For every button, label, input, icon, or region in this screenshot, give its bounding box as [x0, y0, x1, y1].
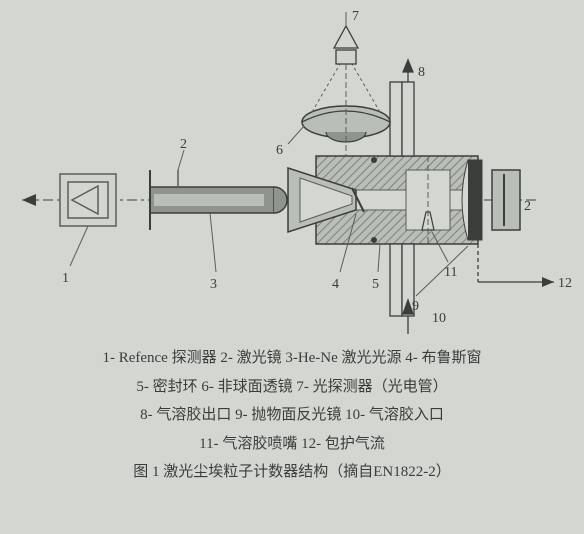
label-8: 8	[418, 65, 425, 80]
label-3: 3	[210, 277, 217, 292]
label-7: 7	[352, 9, 359, 24]
figure-caption: 图 1 激光尘埃粒子计数器结构（摘自EN1822-2）	[10, 458, 574, 487]
label-12: 12	[558, 276, 572, 291]
label-5: 5	[372, 277, 379, 292]
label-9: 9	[412, 299, 419, 314]
label-2b: 2	[524, 199, 531, 214]
seal-ring-bot	[371, 237, 377, 243]
label-10: 10	[432, 311, 446, 326]
label-2: 2	[180, 137, 187, 152]
legend-line-3: 8- 气溶胶出口 9- 抛物面反光镜 10- 气溶胶入口	[10, 401, 574, 430]
legend-line-2: 5- 密封环 6- 非球面透镜 7- 光探测器（光电管）	[10, 373, 574, 402]
label-4: 4	[332, 277, 339, 292]
diagram-svg: 1 2 3 4 5 2	[0, 0, 584, 340]
caption-block: 1- Refence 探测器 2- 激光镜 3-He-Ne 激光光源 4- 布鲁…	[0, 340, 584, 487]
particle-counter-diagram: 1 2 3 4 5 2	[0, 0, 584, 340]
label-11: 11	[444, 265, 457, 280]
label-1: 1	[62, 271, 69, 286]
measuring-chamber	[288, 156, 478, 244]
reference-detector	[60, 174, 116, 226]
parabolic-mirror	[468, 160, 482, 240]
legend-line-1: 1- Refence 探测器 2- 激光镜 3-He-Ne 激光光源 4- 布鲁…	[10, 344, 574, 373]
label-6: 6	[276, 143, 283, 158]
seal-ring-top	[371, 157, 377, 163]
end-plate	[492, 170, 520, 230]
legend-line-4: 11- 气溶胶喷嘴 12- 包护气流	[10, 430, 574, 459]
